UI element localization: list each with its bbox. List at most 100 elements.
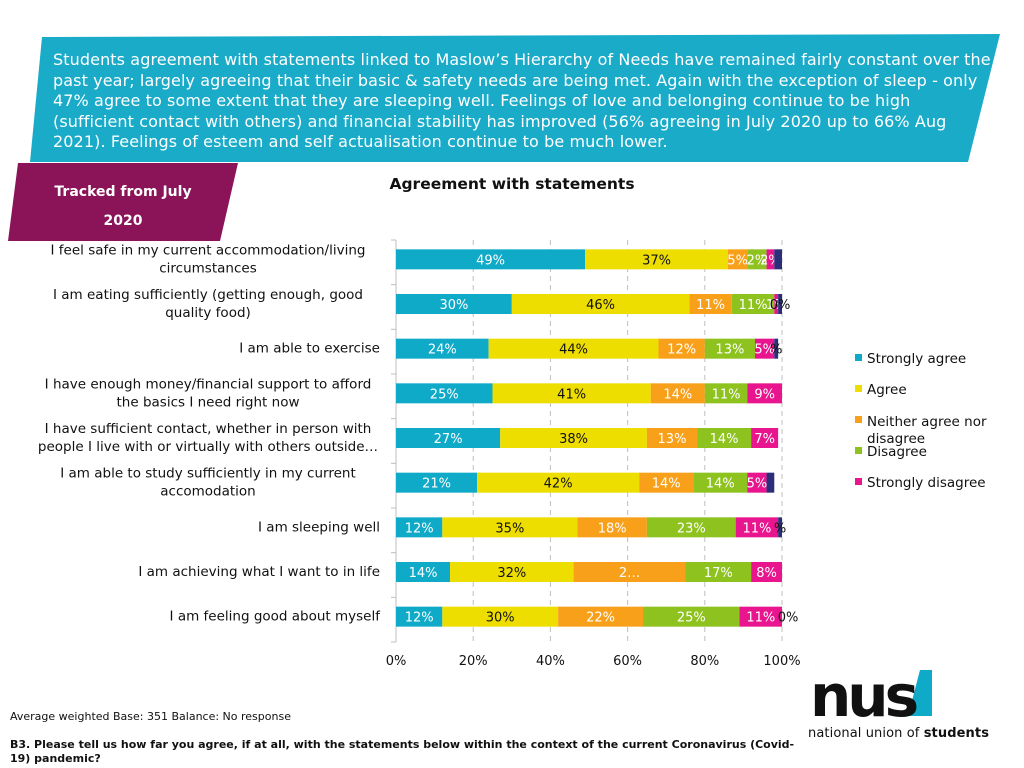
data-label: 13%	[715, 343, 744, 358]
bar-segment	[573, 562, 686, 582]
bar-segment	[766, 472, 775, 493]
category-label: quality food)	[165, 305, 251, 321]
bar-segment	[450, 562, 574, 582]
data-label: %	[774, 521, 786, 536]
data-label: 25%	[430, 387, 459, 402]
base-footnote: Average weighted Base: 351 Balance: No r…	[10, 710, 291, 723]
data-label: 12%	[667, 343, 696, 358]
data-label: 14%	[652, 477, 681, 492]
legend-swatch	[855, 385, 862, 392]
data-label: 23%	[677, 521, 706, 536]
category-label: I am eating sufficiently (getting enough…	[53, 287, 363, 303]
category-label: I have sufficient contact, whether in pe…	[45, 421, 372, 437]
data-label: 11%	[712, 387, 741, 402]
category-label: circumstances	[159, 260, 256, 276]
data-label: 12%	[405, 611, 434, 626]
bar-segment	[396, 606, 443, 627]
data-label: 30%	[486, 611, 515, 626]
bar-segment	[689, 294, 732, 314]
bar-segment	[650, 383, 705, 404]
data-label: 14%	[409, 566, 438, 581]
data-label: 0%	[778, 611, 799, 626]
legend-label: Neither agree nor	[867, 414, 987, 430]
bar-segment	[774, 294, 779, 314]
bar-segment	[511, 294, 690, 314]
bar-segment	[585, 249, 728, 270]
data-label: 17%	[704, 566, 733, 581]
x-tick-label: 40%	[536, 654, 565, 669]
data-label: 37%	[642, 253, 671, 268]
legend-swatch	[855, 354, 862, 361]
category-label: the basics I need right now	[117, 394, 300, 410]
bar-segment	[396, 562, 451, 582]
legend-label: Agree	[867, 382, 907, 398]
legend-swatch	[855, 447, 862, 454]
nus-logo-sub-bold: students	[923, 726, 990, 741]
data-label: 38%	[559, 432, 588, 447]
data-label: 22%	[586, 611, 615, 626]
bar-segment	[646, 428, 698, 448]
bar-segment	[396, 338, 489, 359]
bar-segment	[754, 338, 775, 359]
category-label: I feel safe in my current accommodation/…	[51, 242, 366, 258]
category-label: I am achieving what I want to in life	[138, 564, 380, 580]
legend-label: Strongly agree	[867, 351, 966, 367]
bar-segment	[704, 383, 748, 404]
category-label: I am sleeping well	[258, 519, 380, 535]
category-label: I am feeling good about myself	[170, 609, 382, 625]
bar-segment	[766, 249, 775, 270]
bar-segment	[697, 428, 752, 448]
bar-segment	[735, 517, 779, 538]
data-label: 5%	[754, 343, 775, 358]
data-label: 44%	[559, 343, 588, 358]
data-label: 30%	[439, 298, 468, 313]
bar-segment	[442, 606, 559, 627]
bar-segment	[704, 338, 755, 359]
bar-segment	[751, 562, 782, 582]
bar-segment	[643, 606, 740, 627]
bar-segment	[685, 562, 752, 582]
data-label: 5%	[747, 477, 768, 492]
data-label: 14%	[706, 477, 735, 492]
tracked-tag-line2: 2020	[103, 213, 143, 229]
data-label: 9%	[754, 387, 775, 402]
data-label: %	[770, 343, 782, 358]
category-label: people I live with or virtually with oth…	[38, 439, 378, 455]
nus-logo: nus	[810, 668, 932, 730]
data-label: 11%	[696, 298, 725, 313]
tracked-tag-line1: Tracked from July	[54, 184, 192, 200]
bar-segment	[500, 428, 647, 448]
bar-segment	[774, 249, 782, 270]
bar-segment	[739, 606, 782, 627]
legend-label: Strongly disagree	[867, 475, 986, 491]
bar-segment	[747, 249, 767, 270]
category-label: I am able to study sufficiently in my cu…	[60, 466, 355, 482]
legend-swatch	[855, 416, 862, 423]
bar-segment	[442, 517, 578, 538]
category-label: I am able to exercise	[239, 341, 380, 357]
bar-segment	[693, 472, 748, 493]
bar-segment	[396, 517, 443, 538]
bar-segment	[577, 517, 647, 538]
bar-segment	[558, 606, 644, 627]
data-label: 2%	[747, 253, 768, 268]
data-label: 21%	[422, 477, 451, 492]
bar-segment	[778, 517, 782, 538]
category-label: I have enough money/financial support to…	[45, 376, 372, 392]
data-label: 2…	[619, 566, 640, 581]
bar-segment	[727, 249, 748, 270]
bar-segment	[774, 338, 779, 359]
bar-segment	[639, 472, 694, 493]
legend-swatch	[855, 478, 862, 485]
bar-segment	[747, 472, 767, 493]
data-label: 24%	[428, 343, 457, 358]
data-label: 27%	[434, 432, 463, 447]
bar-segment	[396, 249, 586, 270]
data-label: 14%	[710, 432, 739, 447]
bar-segment	[396, 294, 512, 314]
data-label: 35%	[495, 521, 524, 536]
chart-title: Agreement with statements	[389, 175, 635, 193]
bar-segment	[488, 338, 659, 359]
bar-segment	[751, 428, 779, 448]
x-tick-label: 60%	[613, 654, 642, 669]
